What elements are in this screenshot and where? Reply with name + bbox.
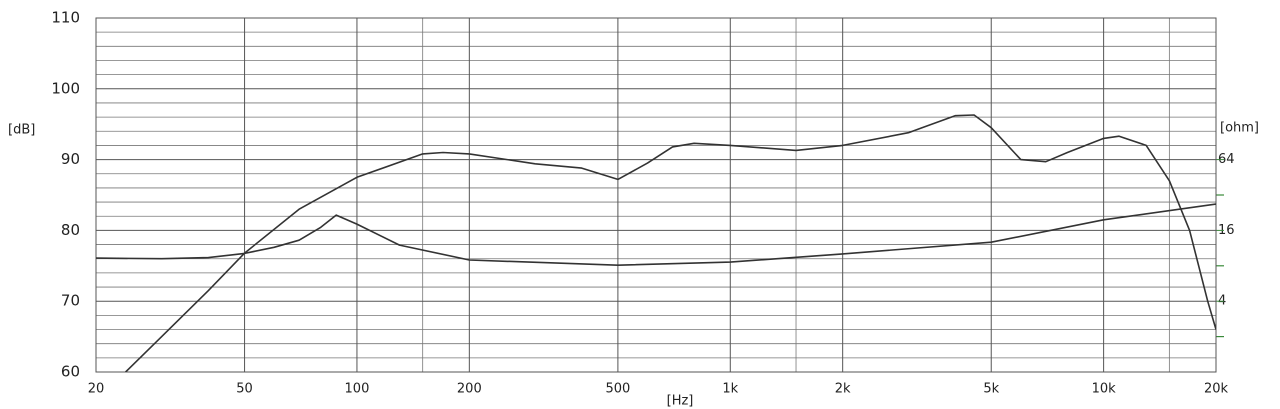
x-tick-label: 50	[236, 382, 253, 397]
x-axis-label: [Hz]	[667, 394, 694, 409]
y-tick-label: 110	[51, 9, 80, 27]
y2-tick-label: 64	[1218, 152, 1235, 167]
series-line	[96, 203, 1216, 266]
x-tick-label: 500	[605, 382, 630, 397]
y-axis-label: [dB]	[8, 123, 35, 138]
series-line	[125, 114, 1216, 372]
x-tick-label: 1k	[722, 382, 738, 397]
x-tick-label: 20	[88, 382, 105, 397]
x-tick-label: 2k	[835, 382, 851, 397]
y-tick-label: 80	[61, 221, 80, 239]
y-tick-label: 60	[61, 363, 80, 381]
x-tick-label: 20k	[1204, 382, 1229, 397]
y-tick-label: 90	[61, 150, 80, 168]
plot-frame	[95, 17, 1217, 373]
x-tick-label: 100	[345, 382, 370, 397]
y-tick-label: 70	[61, 292, 80, 310]
x-tick-label: 200	[457, 382, 482, 397]
x-tick-label: 5k	[983, 382, 999, 397]
y2-axis-label: [ohm]	[1220, 121, 1259, 136]
x-tick-label: 10k	[1092, 382, 1117, 397]
y2-tick-label: 16	[1218, 223, 1235, 238]
y-tick-label: 100	[51, 79, 80, 97]
